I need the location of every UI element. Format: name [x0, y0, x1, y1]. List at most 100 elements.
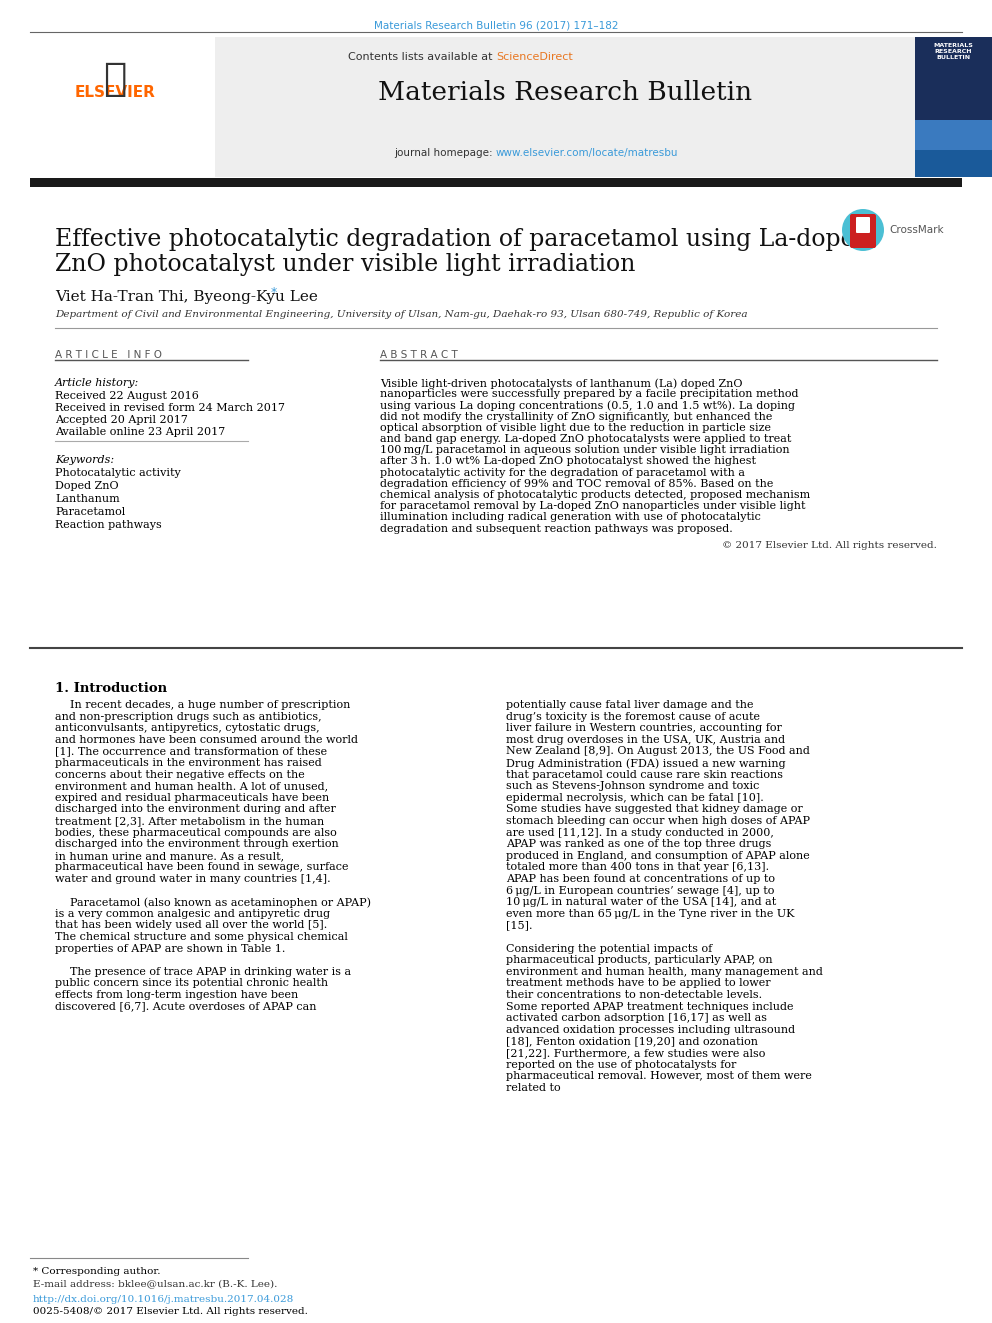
Text: Materials Research Bulletin 96 (2017) 171–182: Materials Research Bulletin 96 (2017) 17…: [374, 20, 618, 30]
Circle shape: [842, 209, 884, 251]
Text: ZnO photocatalyst under visible light irradiation: ZnO photocatalyst under visible light ir…: [55, 253, 635, 277]
Text: pharmaceutical products, particularly APAP, on: pharmaceutical products, particularly AP…: [506, 955, 773, 966]
Text: MATERIALS
RESEARCH
BULLETIN: MATERIALS RESEARCH BULLETIN: [933, 44, 973, 60]
Text: reported on the use of photocatalysts for: reported on the use of photocatalysts fo…: [506, 1060, 736, 1069]
Text: pharmaceutical removal. However, most of them were: pharmaceutical removal. However, most of…: [506, 1072, 811, 1081]
Text: Photocatalytic activity: Photocatalytic activity: [55, 468, 181, 478]
Text: that has been widely used all over the world [5].: that has been widely used all over the w…: [55, 921, 327, 930]
Text: A R T I C L E   I N F O: A R T I C L E I N F O: [55, 351, 162, 360]
Text: The chemical structure and some physical chemical: The chemical structure and some physical…: [55, 931, 348, 942]
Text: and hormones have been consumed around the world: and hormones have been consumed around t…: [55, 734, 358, 745]
Text: [21,22]. Furthermore, a few studies were also: [21,22]. Furthermore, a few studies were…: [506, 1048, 766, 1058]
Text: 100 mg/L paracetamol in aqueous solution under visible light irradiation: 100 mg/L paracetamol in aqueous solution…: [380, 446, 790, 455]
Text: activated carbon adsorption [16,17] as well as: activated carbon adsorption [16,17] as w…: [506, 1013, 767, 1023]
Text: related to: related to: [506, 1082, 560, 1093]
Text: In recent decades, a huge number of prescription: In recent decades, a huge number of pres…: [70, 700, 350, 710]
Text: Doped ZnO: Doped ZnO: [55, 482, 119, 491]
Text: The presence of trace APAP in drinking water is a: The presence of trace APAP in drinking w…: [70, 967, 351, 976]
Bar: [915, 149, 992, 177]
Text: environment and human health, many management and: environment and human health, many manag…: [506, 967, 823, 976]
Text: Keywords:: Keywords:: [55, 455, 114, 464]
Text: treatment methods have to be applied to lower: treatment methods have to be applied to …: [506, 979, 771, 988]
Text: properties of APAP are shown in Table 1.: properties of APAP are shown in Table 1.: [55, 943, 286, 954]
Text: *: *: [271, 286, 277, 299]
Text: using various La doping concentrations (0.5, 1.0 and 1.5 wt%). La doping: using various La doping concentrations (…: [380, 401, 795, 411]
Text: did not modify the crystallinity of ZnO significantly, but enhanced the: did not modify the crystallinity of ZnO …: [380, 411, 773, 422]
Text: that paracetamol could cause rare skin reactions: that paracetamol could cause rare skin r…: [506, 770, 783, 779]
Text: produced in England, and consumption of APAP alone: produced in England, and consumption of …: [506, 851, 809, 861]
Text: environment and human health. A lot of unused,: environment and human health. A lot of u…: [55, 781, 328, 791]
Text: 1. Introduction: 1. Introduction: [55, 681, 167, 695]
Text: APAP was ranked as one of the top three drugs: APAP was ranked as one of the top three …: [506, 839, 772, 849]
Text: degradation efficiency of 99% and TOC removal of 85%. Based on the: degradation efficiency of 99% and TOC re…: [380, 479, 774, 488]
Text: Received 22 August 2016: Received 22 August 2016: [55, 392, 198, 401]
Text: bodies, these pharmaceutical compounds are also: bodies, these pharmaceutical compounds a…: [55, 828, 336, 837]
Text: such as Stevens-Johnson syndrome and toxic: such as Stevens-Johnson syndrome and tox…: [506, 781, 759, 791]
Text: nanoparticles were successfully prepared by a facile precipitation method: nanoparticles were successfully prepared…: [380, 389, 799, 400]
Text: Paracetamol (also known as acetaminophen or APAP): Paracetamol (also known as acetaminophen…: [70, 897, 371, 908]
Text: [18], Fenton oxidation [19,20] and ozonation: [18], Fenton oxidation [19,20] and ozona…: [506, 1036, 758, 1046]
Text: illumination including radical generation with use of photocatalytic: illumination including radical generatio…: [380, 512, 761, 523]
Text: Reaction pathways: Reaction pathways: [55, 520, 162, 531]
Text: ⬛: ⬛: [103, 60, 127, 98]
Text: [1]. The occurrence and transformation of these: [1]. The occurrence and transformation o…: [55, 746, 327, 757]
Text: pharmaceuticals in the environment has raised: pharmaceuticals in the environment has r…: [55, 758, 321, 767]
Text: Department of Civil and Environmental Engineering, University of Ulsan, Nam-gu, : Department of Civil and Environmental En…: [55, 310, 748, 319]
Text: Available online 23 April 2017: Available online 23 April 2017: [55, 427, 225, 437]
Text: effects from long-term ingestion have been: effects from long-term ingestion have be…: [55, 990, 299, 1000]
Text: ELSEVIER: ELSEVIER: [74, 85, 156, 101]
Text: water and ground water in many countries [1,4].: water and ground water in many countries…: [55, 875, 330, 884]
Text: Some studies have suggested that kidney damage or: Some studies have suggested that kidney …: [506, 804, 803, 815]
Text: E-mail address: bklee@ulsan.ac.kr (B.-K. Lee).: E-mail address: bklee@ulsan.ac.kr (B.-K.…: [33, 1279, 278, 1289]
Text: Paracetamol: Paracetamol: [55, 507, 125, 517]
Bar: [215, 37, 915, 177]
Text: © 2017 Elsevier Ltd. All rights reserved.: © 2017 Elsevier Ltd. All rights reserved…: [722, 541, 937, 550]
Text: totaled more than 400 tons in that year [6,13].: totaled more than 400 tons in that year …: [506, 863, 769, 872]
Text: 0025-5408/© 2017 Elsevier Ltd. All rights reserved.: 0025-5408/© 2017 Elsevier Ltd. All right…: [33, 1307, 308, 1316]
Text: expired and residual pharmaceuticals have been: expired and residual pharmaceuticals hav…: [55, 792, 329, 803]
Text: 10 μg/L in natural water of the USA [14], and at: 10 μg/L in natural water of the USA [14]…: [506, 897, 777, 908]
Text: ScienceDirect: ScienceDirect: [496, 52, 572, 62]
Text: A B S T R A C T: A B S T R A C T: [380, 351, 457, 360]
Text: discovered [6,7]. Acute overdoses of APAP can: discovered [6,7]. Acute overdoses of APA…: [55, 1002, 316, 1012]
Bar: [915, 37, 992, 177]
Text: www.elsevier.com/locate/matresbu: www.elsevier.com/locate/matresbu: [496, 148, 679, 157]
Text: concerns about their negative effects on the: concerns about their negative effects on…: [55, 770, 305, 779]
Text: potentially cause fatal liver damage and the: potentially cause fatal liver damage and…: [506, 700, 754, 710]
Text: Accepted 20 April 2017: Accepted 20 April 2017: [55, 415, 187, 425]
Bar: [30, 37, 215, 177]
Text: degradation and subsequent reaction pathways was proposed.: degradation and subsequent reaction path…: [380, 524, 733, 533]
Text: optical absorption of visible light due to the reduction in particle size: optical absorption of visible light due …: [380, 423, 771, 433]
Text: treatment [2,3]. After metabolism in the human: treatment [2,3]. After metabolism in the…: [55, 816, 324, 826]
Text: Contents lists available at: Contents lists available at: [348, 52, 496, 62]
Text: Considering the potential impacts of: Considering the potential impacts of: [506, 943, 712, 954]
Text: after 3 h. 1.0 wt% La-doped ZnO photocatalyst showed the highest: after 3 h. 1.0 wt% La-doped ZnO photocat…: [380, 456, 756, 467]
Text: even more than 65 μg/L in the Tyne river in the UK: even more than 65 μg/L in the Tyne river…: [506, 909, 795, 918]
Text: APAP has been found at concentrations of up to: APAP has been found at concentrations of…: [506, 875, 775, 884]
Text: anticonvulsants, antipyretics, cytostatic drugs,: anticonvulsants, antipyretics, cytostati…: [55, 724, 319, 733]
Text: Article history:: Article history:: [55, 378, 139, 388]
Text: discharged into the environment through exertion: discharged into the environment through …: [55, 839, 338, 849]
Text: Received in revised form 24 March 2017: Received in revised form 24 March 2017: [55, 404, 285, 413]
Text: and non-prescription drugs such as antibiotics,: and non-prescription drugs such as antib…: [55, 712, 321, 721]
Text: and band gap energy. La-doped ZnO photocatalysts were applied to treat: and band gap energy. La-doped ZnO photoc…: [380, 434, 792, 445]
Bar: [915, 120, 992, 177]
Text: Visible light-driven photocatalysts of lanthanum (La) doped ZnO: Visible light-driven photocatalysts of l…: [380, 378, 742, 389]
FancyBboxPatch shape: [856, 217, 870, 233]
Text: CrossMark: CrossMark: [889, 225, 943, 235]
Text: journal homepage:: journal homepage:: [394, 148, 496, 157]
Text: [15].: [15].: [506, 921, 533, 930]
Text: stomach bleeding can occur when high doses of APAP: stomach bleeding can occur when high dos…: [506, 816, 810, 826]
Text: their concentrations to non-detectable levels.: their concentrations to non-detectable l…: [506, 990, 762, 1000]
Text: New Zealand [8,9]. On August 2013, the US Food and: New Zealand [8,9]. On August 2013, the U…: [506, 746, 809, 757]
Text: Lanthanum: Lanthanum: [55, 493, 120, 504]
Text: * Corresponding author.: * Corresponding author.: [33, 1267, 161, 1275]
Text: discharged into the environment during and after: discharged into the environment during a…: [55, 804, 336, 815]
Text: most drug overdoses in the USA, UK, Austria and: most drug overdoses in the USA, UK, Aust…: [506, 734, 785, 745]
Text: Drug Administration (FDA) issued a new warning: Drug Administration (FDA) issued a new w…: [506, 758, 786, 769]
Text: is a very common analgesic and antipyretic drug: is a very common analgesic and antipyret…: [55, 909, 330, 918]
Text: Materials Research Bulletin: Materials Research Bulletin: [378, 79, 752, 105]
Text: in human urine and manure. As a result,: in human urine and manure. As a result,: [55, 851, 284, 861]
Text: Effective photocatalytic degradation of paracetamol using La-doped: Effective photocatalytic degradation of …: [55, 228, 870, 251]
Text: are used [11,12]. In a study conducted in 2000,: are used [11,12]. In a study conducted i…: [506, 828, 774, 837]
